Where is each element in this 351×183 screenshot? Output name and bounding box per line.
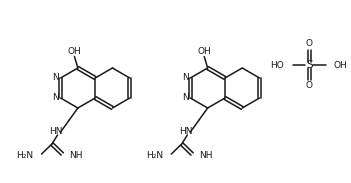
Text: HN: HN — [49, 128, 62, 137]
Text: N: N — [52, 94, 59, 102]
Text: NH: NH — [69, 152, 83, 160]
Text: O: O — [306, 40, 313, 48]
Text: OH: OH — [67, 47, 81, 56]
Text: HO: HO — [270, 61, 284, 70]
Text: H₂N: H₂N — [146, 152, 163, 160]
Text: NH: NH — [199, 152, 213, 160]
Text: H₂N: H₂N — [16, 152, 34, 160]
Text: N: N — [182, 94, 189, 102]
Text: OH: OH — [197, 47, 211, 56]
Text: OH: OH — [333, 61, 347, 70]
Text: O: O — [306, 81, 313, 91]
Text: HN: HN — [179, 128, 192, 137]
Text: N: N — [52, 74, 59, 83]
Text: S: S — [306, 60, 313, 70]
Text: N: N — [182, 74, 189, 83]
